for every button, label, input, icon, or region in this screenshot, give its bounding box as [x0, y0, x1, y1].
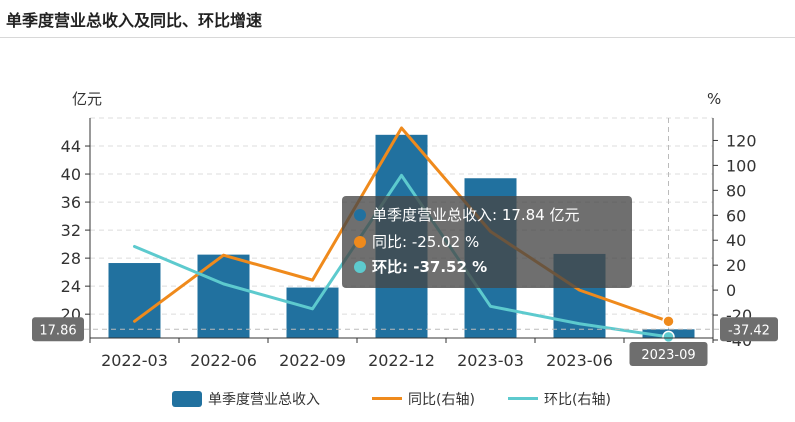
- yoy-line: [133, 126, 670, 323]
- qoq-line: [133, 173, 670, 339]
- x-axis-label: 2023-03: [457, 351, 524, 370]
- tooltip-row-revenue: 单季度营业总收入: 17.84 亿元: [354, 204, 580, 226]
- legend-qoq-swatch: [508, 397, 538, 400]
- bar-2022-09: [286, 287, 339, 338]
- bar-2022-03: [108, 263, 161, 338]
- x-axis-label: 2022-06: [190, 351, 257, 370]
- qoq-point-hover: [662, 330, 675, 344]
- tooltip-row-qoq: 环比: -37.52 %: [354, 256, 487, 278]
- x-axis-label: 2022-09: [279, 351, 346, 370]
- legend-label-qoq: 环比(右轴): [544, 392, 611, 408]
- chart-legend: 单季度营业总收入 同比(右轴) 环比(右轴): [0, 388, 795, 412]
- chart-title: 单季度营业总收入及同比、环比增速: [6, 11, 263, 30]
- left-axis-label: 32: [61, 221, 81, 240]
- right-axis-label: 80: [726, 181, 746, 200]
- right-axis-label: 40: [726, 231, 746, 250]
- legend-label-yoy: 同比(右轴): [408, 392, 475, 408]
- tooltip-row-yoy: 同比: -25.02 %: [354, 231, 479, 253]
- tooltip-qoq-dot: [354, 261, 366, 273]
- tooltip-yoy-dot: [354, 236, 366, 248]
- right-axis-label: 60: [726, 206, 746, 225]
- right-axis-label: 20: [726, 256, 746, 275]
- right-axis-label: 100: [726, 156, 757, 175]
- x-pointer-value: 2023-09: [641, 348, 695, 363]
- x-axis-label: 2022-12: [368, 351, 435, 370]
- right-axis-unit: %: [707, 90, 721, 108]
- chart-header: 单季度营业总收入及同比、环比增速: [0, 0, 795, 38]
- left-axis-label: 40: [61, 165, 81, 184]
- right-pointer-badge: [720, 317, 778, 342]
- left-axis-label: 24: [61, 277, 81, 296]
- tooltip-qoq-text: 环比: -37.52 %: [372, 258, 488, 276]
- right-axis-label: 0: [726, 281, 736, 300]
- legend-item-qoq[interactable]: 环比(右轴): [508, 388, 611, 412]
- x-pointer-badge: [629, 342, 708, 366]
- yoy-point-hover: [662, 315, 675, 328]
- legend-label-revenue: 单季度营业总收入: [208, 392, 320, 408]
- left-axis-label: 28: [61, 249, 81, 268]
- x-axis-label: 2022-03: [101, 351, 168, 370]
- x-axis-label: 2023-06: [546, 351, 613, 370]
- legend-yoy-swatch: [372, 397, 402, 400]
- revenue-combo-chart[interactable]: 亿元%20242832364044-40-2002040608010012020…: [0, 0, 795, 385]
- left-axis-unit: 亿元: [72, 90, 102, 108]
- legend-bar-swatch: [172, 391, 202, 407]
- left-pointer-badge: [32, 317, 84, 342]
- chart-tooltip: 单季度营业总收入: 17.84 亿元 同比: -25.02 % 环比: -37.…: [342, 196, 632, 288]
- right-axis-label: 120: [726, 131, 757, 150]
- tooltip-revenue-dot: [354, 209, 366, 221]
- tooltip-yoy-text: 同比: -25.02 %: [372, 233, 480, 251]
- left-axis-label: 44: [61, 137, 81, 156]
- legend-item-revenue[interactable]: 单季度营业总收入: [172, 388, 320, 412]
- left-pointer-value: 17.86: [39, 323, 76, 338]
- right-pointer-value: -37.42: [728, 323, 770, 338]
- legend-item-yoy[interactable]: 同比(右轴): [372, 388, 475, 412]
- tooltip-revenue-text: 单季度营业总收入: 17.84 亿元: [372, 206, 580, 224]
- left-axis-label: 36: [61, 193, 81, 212]
